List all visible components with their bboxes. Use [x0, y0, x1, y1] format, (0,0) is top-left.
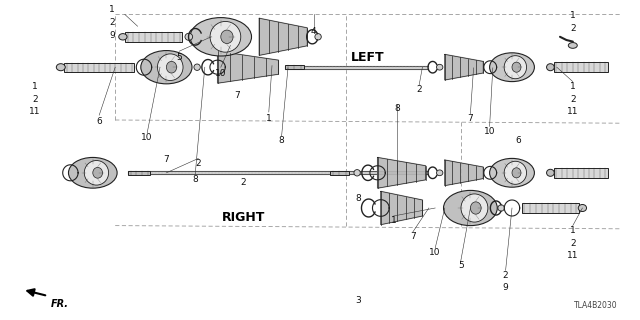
FancyBboxPatch shape: [125, 32, 182, 42]
Text: TLA4B2030: TLA4B2030: [574, 301, 618, 310]
Ellipse shape: [141, 51, 192, 84]
Ellipse shape: [56, 64, 65, 71]
Polygon shape: [381, 191, 422, 225]
FancyBboxPatch shape: [330, 171, 349, 175]
Ellipse shape: [579, 204, 586, 212]
Text: 4: 4: [311, 28, 316, 36]
Text: RIGHT: RIGHT: [221, 211, 265, 224]
Ellipse shape: [210, 21, 241, 52]
Text: 11: 11: [567, 108, 579, 116]
Ellipse shape: [436, 64, 443, 70]
FancyBboxPatch shape: [64, 63, 134, 72]
FancyBboxPatch shape: [285, 65, 304, 69]
Text: 2: 2: [417, 85, 422, 94]
Text: 2: 2: [570, 239, 575, 248]
Text: 2: 2: [570, 95, 575, 104]
Polygon shape: [378, 157, 426, 188]
Text: 7: 7: [410, 232, 415, 241]
Ellipse shape: [470, 202, 481, 214]
Text: 7: 7: [164, 156, 169, 164]
Polygon shape: [445, 160, 483, 186]
Text: 3: 3: [356, 296, 361, 305]
Text: 8: 8: [193, 175, 198, 184]
Text: 6: 6: [516, 136, 521, 145]
Text: 5: 5: [177, 53, 182, 62]
Text: 1: 1: [570, 12, 575, 20]
Text: 8: 8: [356, 194, 361, 203]
FancyBboxPatch shape: [554, 62, 608, 72]
Ellipse shape: [547, 64, 554, 71]
Ellipse shape: [512, 168, 521, 178]
Ellipse shape: [190, 18, 252, 56]
Ellipse shape: [68, 157, 117, 188]
Ellipse shape: [504, 161, 527, 184]
Polygon shape: [218, 51, 278, 83]
Text: 1: 1: [570, 226, 575, 235]
Ellipse shape: [315, 34, 321, 40]
Text: 1: 1: [570, 82, 575, 91]
Text: 2: 2: [109, 18, 115, 27]
FancyBboxPatch shape: [522, 203, 579, 213]
Ellipse shape: [221, 30, 233, 44]
Ellipse shape: [490, 158, 534, 187]
Polygon shape: [259, 18, 307, 55]
Text: 1: 1: [391, 216, 396, 225]
Text: 10: 10: [484, 127, 495, 136]
Text: 7: 7: [468, 114, 473, 123]
Text: 9: 9: [109, 31, 115, 40]
Ellipse shape: [436, 170, 443, 176]
Text: 1: 1: [33, 82, 38, 91]
Text: 2: 2: [503, 271, 508, 280]
Text: 11: 11: [29, 108, 41, 116]
Ellipse shape: [93, 167, 102, 178]
Ellipse shape: [461, 194, 488, 222]
Text: 2: 2: [570, 24, 575, 33]
Text: 6: 6: [97, 117, 102, 126]
Ellipse shape: [157, 54, 183, 81]
Ellipse shape: [354, 170, 360, 176]
Ellipse shape: [194, 64, 200, 70]
FancyBboxPatch shape: [554, 168, 608, 178]
Text: FR.: FR.: [51, 299, 69, 309]
Text: 5: 5: [458, 261, 463, 270]
Text: 10: 10: [141, 133, 153, 142]
Text: 1: 1: [109, 5, 115, 14]
Text: 7: 7: [234, 92, 239, 100]
Text: 11: 11: [567, 252, 579, 260]
Ellipse shape: [166, 61, 177, 73]
Ellipse shape: [444, 190, 497, 226]
Ellipse shape: [84, 161, 109, 185]
FancyBboxPatch shape: [128, 171, 150, 175]
Text: 8: 8: [394, 104, 399, 113]
Text: 10: 10: [429, 248, 441, 257]
Ellipse shape: [185, 33, 193, 40]
Text: 10: 10: [215, 69, 227, 78]
Text: 2: 2: [196, 159, 201, 168]
Text: 1: 1: [266, 114, 271, 123]
Polygon shape: [445, 54, 483, 80]
Ellipse shape: [512, 62, 521, 72]
Ellipse shape: [119, 34, 127, 40]
Text: 2: 2: [33, 95, 38, 104]
Ellipse shape: [547, 169, 554, 176]
Ellipse shape: [568, 43, 577, 48]
Ellipse shape: [504, 56, 527, 79]
Ellipse shape: [498, 205, 504, 211]
Text: 9: 9: [503, 284, 508, 292]
Text: LEFT: LEFT: [351, 51, 385, 64]
Text: 2: 2: [241, 178, 246, 187]
Text: 8: 8: [279, 136, 284, 145]
Ellipse shape: [490, 53, 534, 82]
